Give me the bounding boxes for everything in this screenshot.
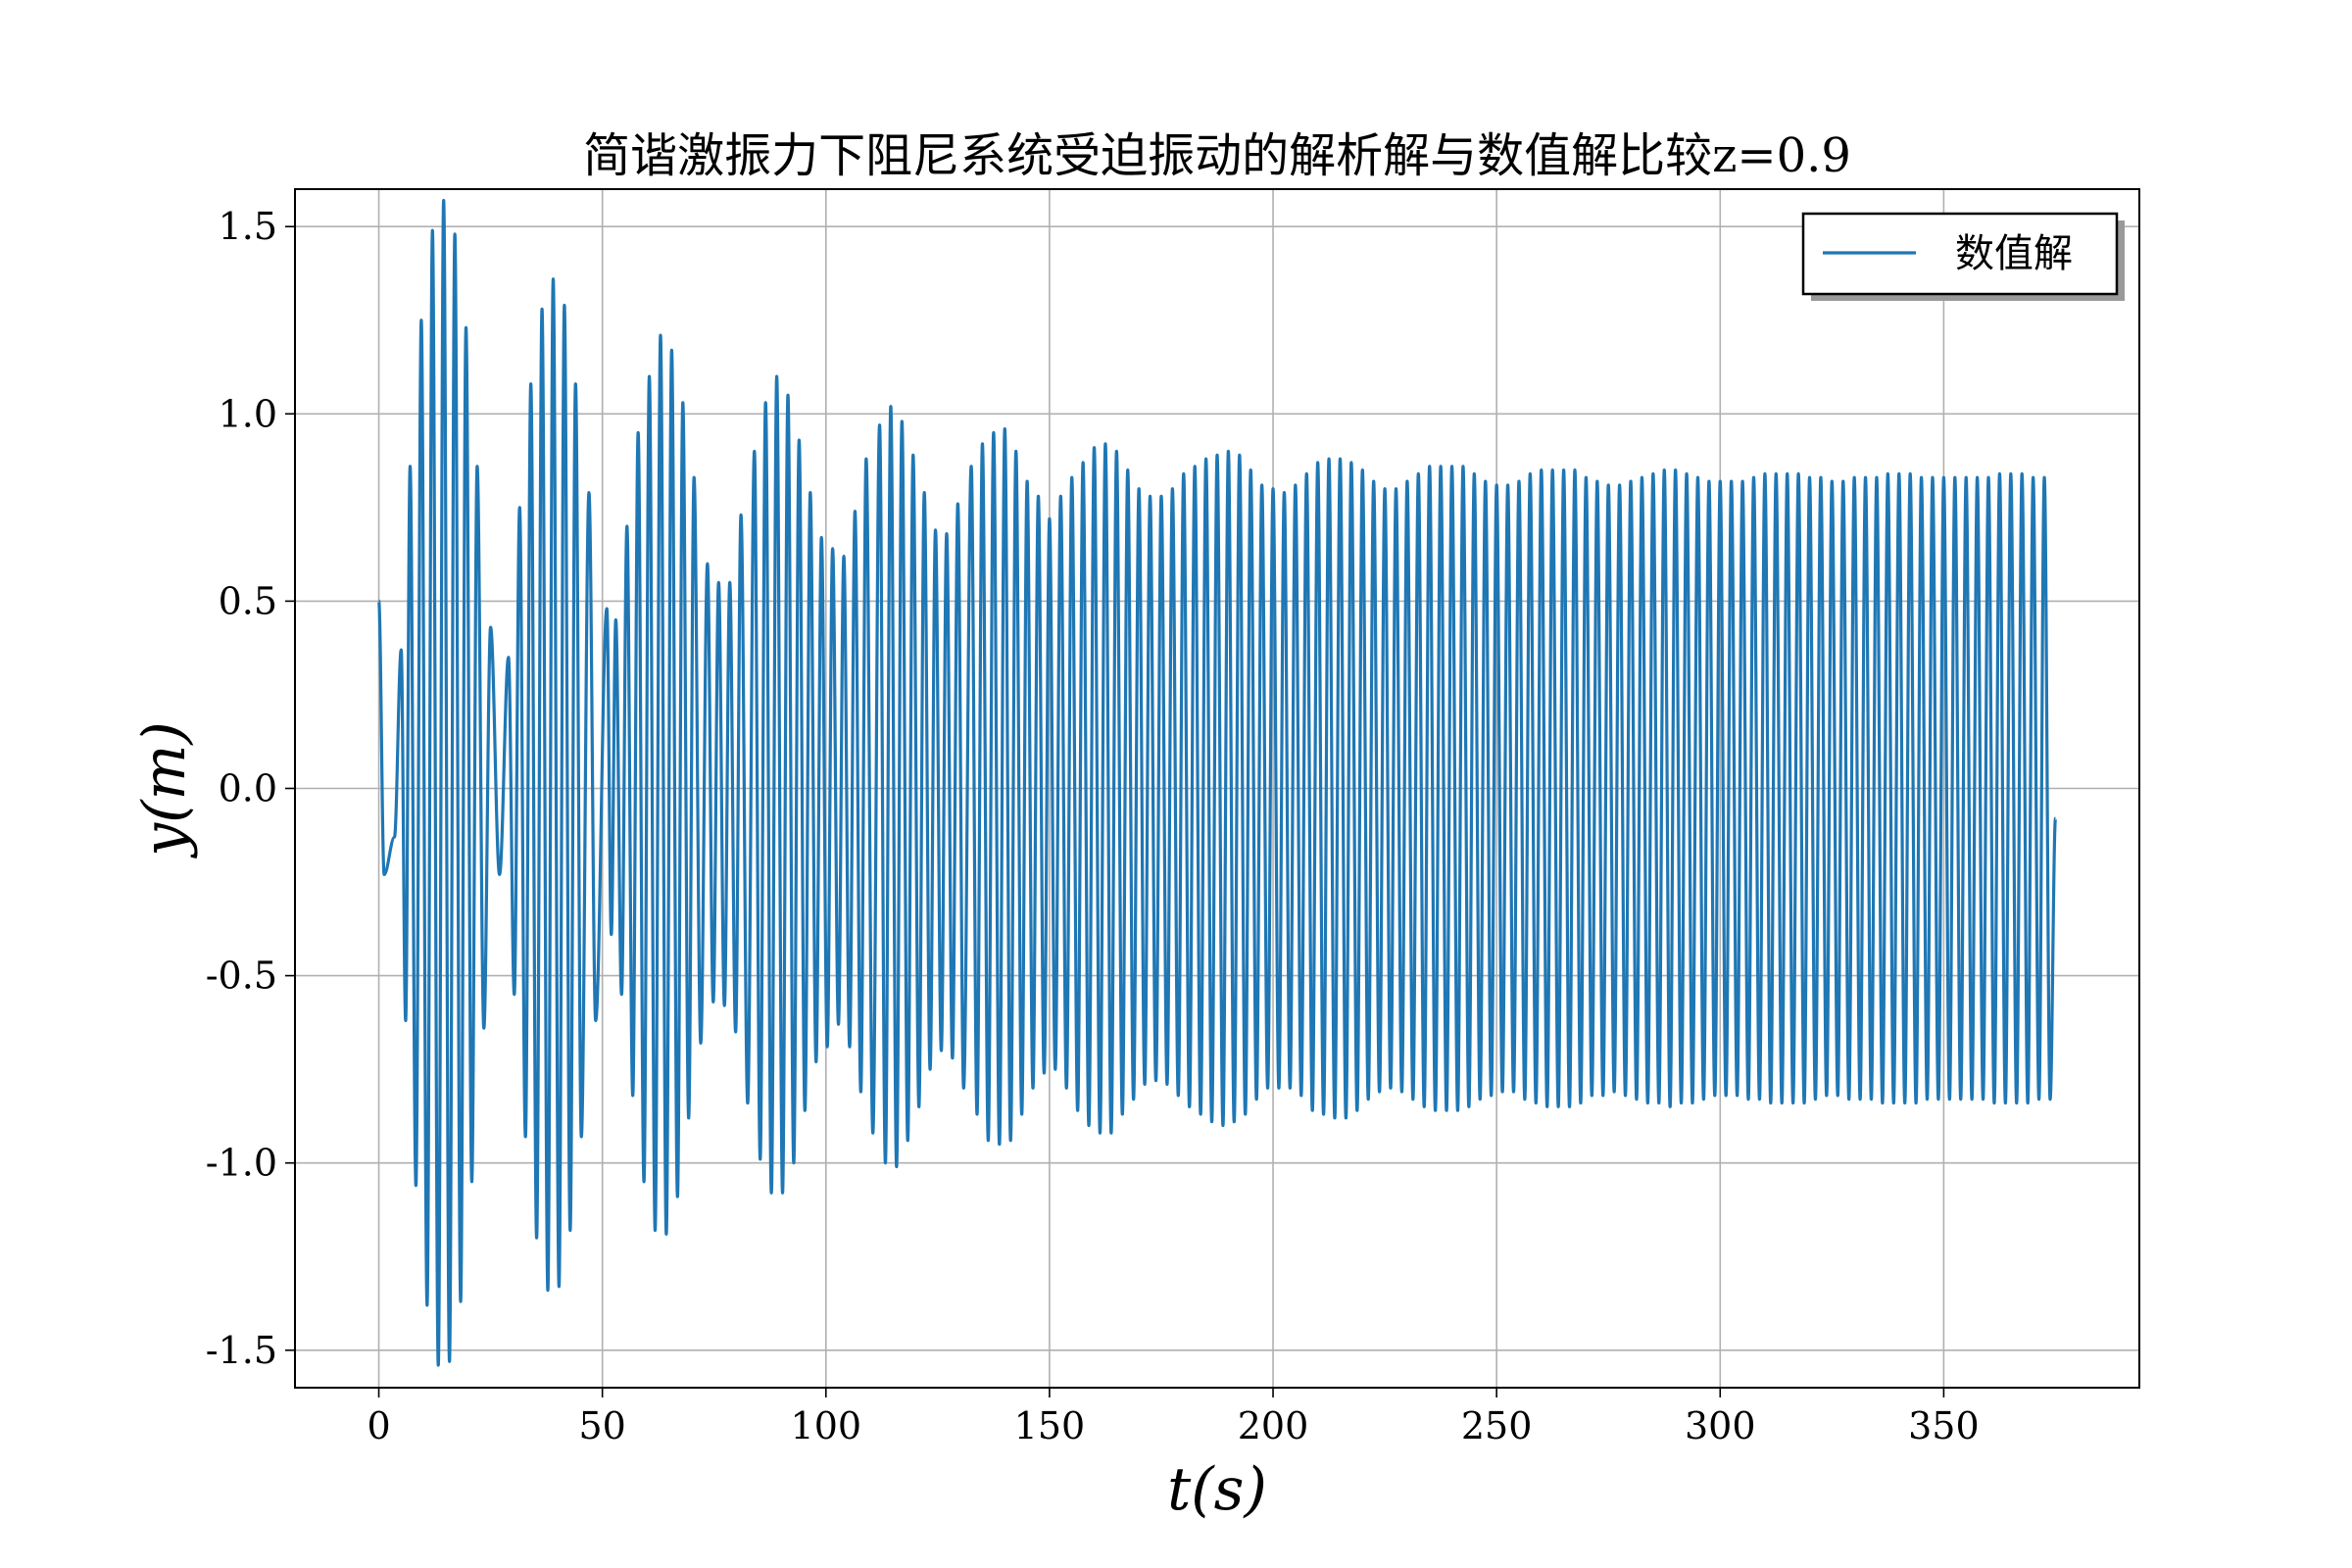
x-tick-label: 50 [578,1404,625,1447]
x-axis-label: t(s) [1167,1455,1267,1524]
x-tick-label: 150 [1014,1404,1086,1447]
x-tick-label: 350 [1908,1404,1980,1447]
x-tick-label: 300 [1685,1404,1756,1447]
x-tick-label: 0 [367,1404,390,1447]
x-tick-label: 100 [791,1404,862,1447]
x-tick-label: 200 [1238,1404,1309,1447]
x-tick-label: 250 [1461,1404,1533,1447]
y-axis-ticks: -1.5 -1.0 -0.5 0.0 0.5 1.0 1.5 [206,205,295,1372]
series-layer [376,198,2058,1367]
y-tick-label: 0.0 [219,767,277,810]
grid-lines [295,189,2139,1388]
y-tick-label: -1.0 [206,1142,277,1185]
legend: 数值解 [1801,212,2125,301]
series-line-numerical-solution [376,198,2058,1367]
x-axis-ticks: 0 50 100 150 200 250 300 350 [367,1388,1980,1447]
y-axis-label: y(m) [130,721,199,859]
y-tick-label: 1.0 [219,392,277,435]
legend-label: 数值解 [1955,231,2073,276]
y-tick-label: -1.5 [206,1329,277,1372]
y-tick-label: -0.5 [206,955,277,998]
y-tick-label: 1.5 [219,205,277,248]
chart-title: 简谐激振力下阻尼系统受迫振动的解析解与数值解比较z=0.9 [583,128,1851,183]
y-tick-label: 0.5 [219,579,277,622]
